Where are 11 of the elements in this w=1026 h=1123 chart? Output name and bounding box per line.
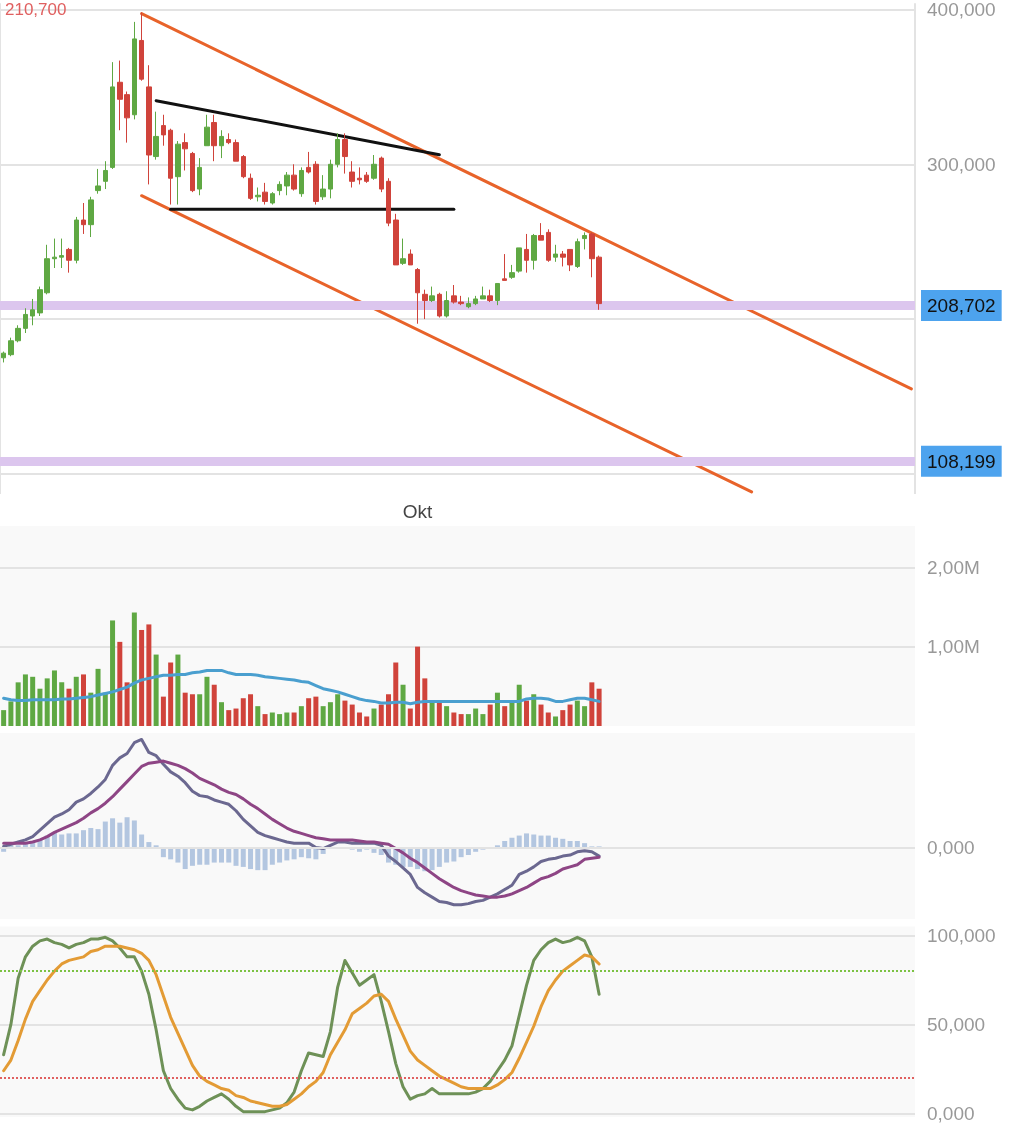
y-tick-label: 0,000 xyxy=(927,1102,975,1123)
y-tick-label: 50,000 xyxy=(927,1013,986,1035)
y-tick-label: 100,000 xyxy=(927,925,996,946)
y-tick-label: 2,00M xyxy=(927,556,980,578)
x-tick-label: Okt xyxy=(402,501,434,522)
ref-line-label: 208,702 xyxy=(927,295,996,317)
y-tick-label: 300,000 xyxy=(927,153,996,175)
ref-line-label: 108,199 xyxy=(927,450,996,472)
y-tick-label: 1,00M xyxy=(927,636,980,658)
annotation: 210,700 xyxy=(5,0,67,19)
y-tick-label: 400,000 xyxy=(927,0,996,20)
